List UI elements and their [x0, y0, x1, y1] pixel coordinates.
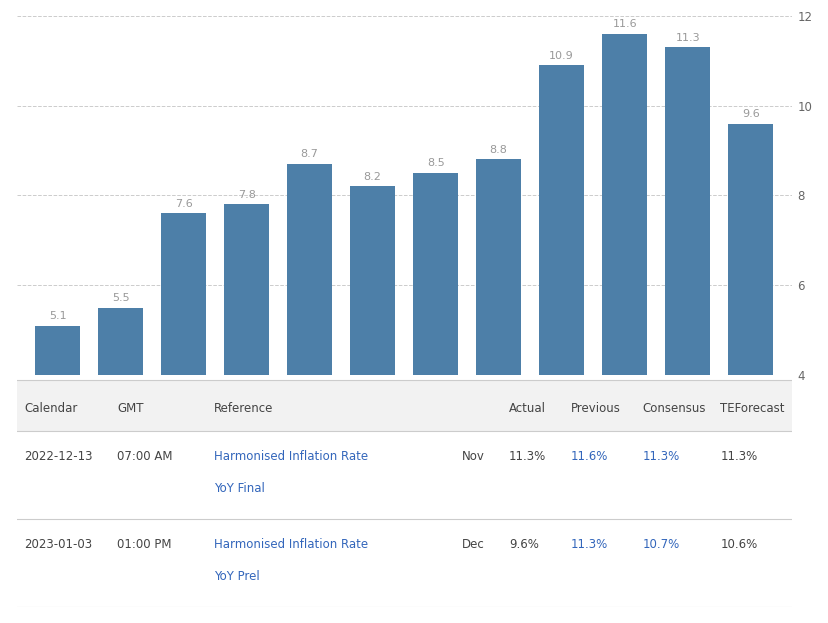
Text: 10.6%: 10.6% [720, 538, 757, 551]
Text: 11.3%: 11.3% [570, 538, 607, 551]
Text: Harmonised Inflation Rate: Harmonised Inflation Rate [214, 538, 368, 551]
Text: Dec: Dec [462, 538, 484, 551]
FancyBboxPatch shape [17, 380, 791, 431]
Text: Calendar: Calendar [24, 402, 78, 416]
Text: 8.5: 8.5 [426, 158, 444, 168]
Bar [161, 214, 206, 555]
Bar [224, 204, 269, 555]
Text: CHART 4: CHART 4 [2, 0, 175, 3]
Text: GMT: GMT [118, 402, 144, 416]
Text: 11.3%: 11.3% [508, 450, 546, 463]
Bar [35, 326, 80, 555]
Text: YoY Final: YoY Final [214, 482, 265, 495]
Text: Actual: Actual [508, 402, 545, 416]
Bar [286, 164, 332, 555]
Text: Consensus: Consensus [642, 402, 705, 416]
Text: 07:00 AM: 07:00 AM [118, 450, 172, 463]
Text: 10.9: 10.9 [549, 50, 573, 60]
Text: 01:00 PM: 01:00 PM [118, 538, 171, 551]
Text: TRADINGECONOMICS.COM  |  FEDERAL STATISTICAL OFFICE: TRADINGECONOMICS.COM | FEDERAL STATISTIC… [536, 406, 791, 415]
Text: Reference: Reference [214, 402, 273, 416]
Text: 11.3%: 11.3% [720, 450, 757, 463]
Text: 8.7: 8.7 [301, 150, 318, 159]
Text: 5.1: 5.1 [49, 312, 66, 321]
Text: 8.2: 8.2 [363, 172, 381, 182]
Bar [412, 173, 458, 555]
Text: YoY Prel: YoY Prel [214, 570, 260, 583]
Text: Previous: Previous [570, 402, 620, 416]
Text: 2022-12-13: 2022-12-13 [24, 450, 93, 463]
Text: 11.3%: 11.3% [642, 450, 679, 463]
Text: Nov: Nov [462, 450, 484, 463]
Text: 5.5: 5.5 [112, 293, 129, 303]
Text: TEForecast: TEForecast [720, 402, 784, 416]
Bar [349, 186, 395, 555]
Text: 7.6: 7.6 [175, 199, 192, 209]
Text: 11.6%: 11.6% [570, 450, 608, 463]
Bar [475, 159, 521, 555]
Text: Harmonised Inflation Rate: Harmonised Inflation Rate [214, 450, 368, 463]
Text: 2023-01-03: 2023-01-03 [24, 538, 93, 551]
Bar [538, 65, 584, 555]
Text: 10.7%: 10.7% [642, 538, 679, 551]
Bar [98, 308, 143, 555]
Text: 8.8: 8.8 [489, 145, 507, 155]
Bar [601, 34, 647, 555]
Bar [727, 123, 773, 555]
Text: 7.8: 7.8 [238, 190, 255, 200]
Text: 9.6: 9.6 [741, 109, 758, 119]
Text: 11.3: 11.3 [675, 32, 699, 42]
Text: 11.6: 11.6 [612, 19, 636, 29]
Text: 9.6%: 9.6% [508, 538, 538, 551]
Bar [664, 47, 710, 555]
